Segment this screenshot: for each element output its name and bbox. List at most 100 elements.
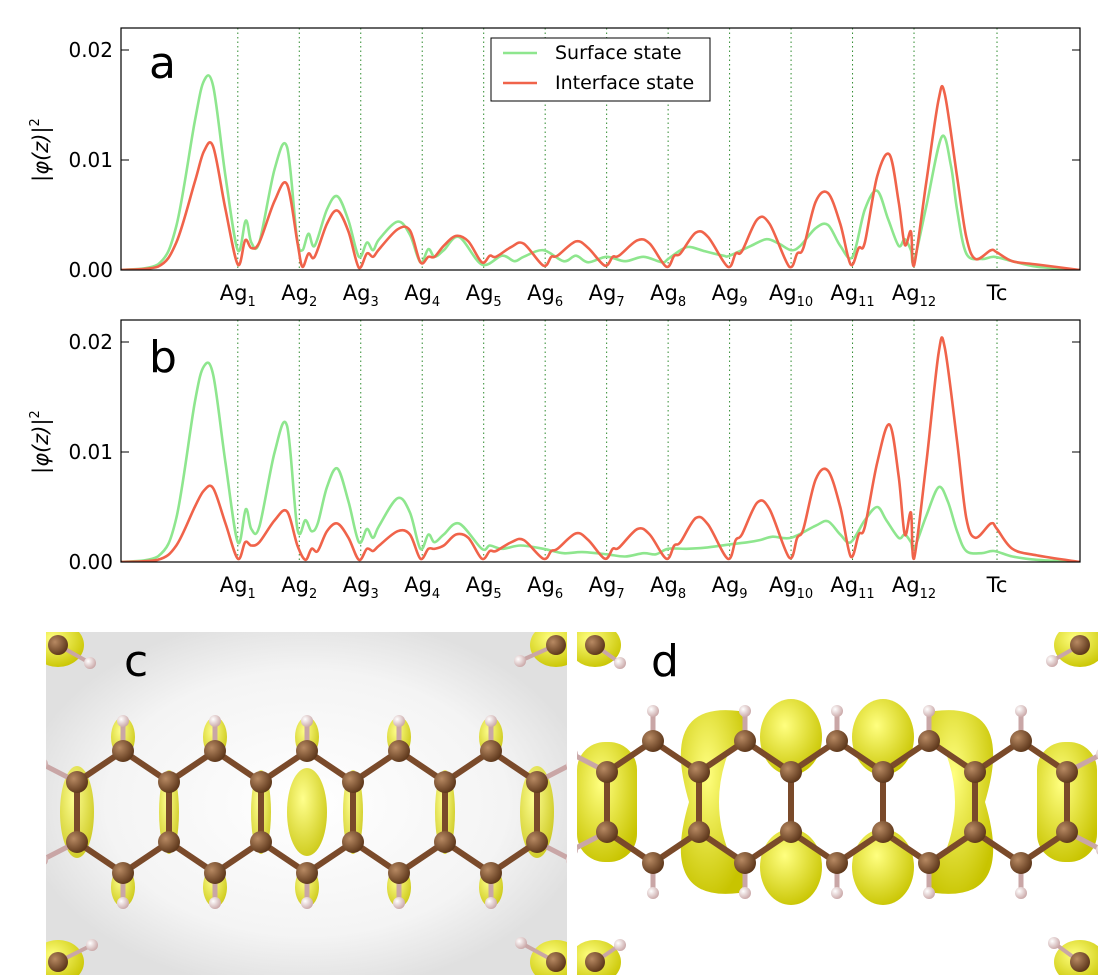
x-category-label: Ag12 [892,281,936,310]
hydrogen-atom [46,759,48,769]
hydrogen-atom [831,705,843,717]
x-category-label: Ag8 [650,281,686,310]
isosurface-lobe [760,699,822,775]
x-category-label: Ag5 [466,281,502,310]
x-category-label: Ag9 [712,281,748,310]
y-tick-labels-a: 0.00 0.01 0.02 [68,38,113,282]
chart-panel-a: 0.00 0.01 0.02 Ag1 Ag2 Ag3 Ag4 Ag5 Ag6 Ag7 Ag8 Ag9… [28,27,1081,310]
carbon-atom [204,740,226,762]
hydrogen-atom [923,887,935,899]
y-tick-label: 0.00 [68,550,113,574]
x-category-label: Tc [986,281,1008,305]
hydrogen-atom [209,897,221,909]
plot-frame-b [120,319,1081,563]
hydrogen-atom [577,846,578,854]
carbon-atom [250,831,272,853]
x-category-label: Ag12 [892,573,936,602]
x-category-label: Ag3 [343,281,379,310]
carbon-atom [826,852,848,874]
hydrogen-atom [301,897,313,909]
x-category-label: Ag2 [281,573,317,602]
isosurface-lobe [927,710,994,894]
carbon-atom [826,730,848,752]
y-tick-label: 0.02 [68,330,113,354]
x-category-label: Ag4 [404,573,440,602]
interface-state-line-b [121,336,1080,562]
hydrogen-atom [1046,655,1058,667]
carbon-atom [872,761,894,783]
surface-state-line-a [121,74,1080,270]
hydrogen-atom [566,856,567,864]
carbon-atom [480,740,502,762]
carbon-atom [48,635,68,655]
hydrogen-atom [647,887,659,899]
plot-frame-a [120,27,1081,271]
carbon-atom [1056,761,1078,783]
hydrogen-atom [84,657,96,669]
hydrogen-atom [117,897,129,909]
y-axis-label-a: |φ(z)|2 [28,118,54,182]
hydrogen-atom [485,897,497,909]
x-category-label: Ag10 [769,281,813,310]
x-category-labels-a: Ag1 Ag2 Ag3 Ag4 Ag5 Ag6 Ag7 Ag8 Ag9 Ag10 Ag11 Ag12 T… [220,281,1008,310]
hydrogen-atom [1048,937,1060,949]
carbon-atom [918,730,940,752]
isosurface-lobe [852,699,914,775]
carbon-atom [342,831,364,853]
carbon-atom [204,862,226,884]
carbon-atom [688,821,710,843]
hydrogen-atom [46,855,48,865]
carbon-atom [546,952,566,972]
periodic-image-fragments-d [577,632,1098,975]
x-category-label: Ag1 [220,573,256,602]
x-category-label: Ag11 [830,573,874,602]
hydrogen-atom [1015,705,1027,717]
legend: Surface state Interface state [490,37,711,102]
carbon-atom [596,821,618,843]
isosurface-lobe [287,768,327,856]
carbon-atom [1070,952,1090,972]
carbon-atom [585,635,605,655]
y-tick-label: 0.02 [68,38,113,62]
molecule-atoms-d [577,705,1098,899]
carbon-atom [642,852,664,874]
interface-state-line-a [121,84,1080,270]
y-tick-label: 0.01 [68,148,113,172]
hydrogen-atom [647,705,659,717]
panel-label-c: c [124,636,148,687]
isosurface-lobe [760,829,822,905]
svg-text:|φ(z)|2: |φ(z)|2 [28,118,54,182]
molecule-render-d: d [577,632,1098,975]
carbon-atom [66,831,88,853]
periodic-image-fragments-c [46,632,567,975]
hydrogen-atom [614,657,626,669]
x-category-labels-b: Ag1 Ag2 Ag3 Ag4 Ag5 Ag6 Ag7 Ag8 Ag9 Ag10 Ag11 Ag12 T… [220,573,1008,602]
carbon-atom [434,831,456,853]
hydrogen-atom [614,939,626,951]
carbon-atom [158,831,180,853]
legend-label-interface-state: Interface state [555,72,694,94]
carbon-atom [780,821,802,843]
svg-text:|φ(z)|2: |φ(z)|2 [28,410,54,474]
carbon-atom [526,831,548,853]
hydrogen-atom [515,937,527,949]
render-background-d [577,632,1098,975]
isosurface-lobe [852,829,914,905]
hydrogen-atom [301,715,313,727]
hydrogen-atom [577,750,578,758]
carbon-atom [734,730,756,752]
carbon-atom [596,761,618,783]
x-category-label: Ag11 [830,281,874,310]
molecule-atoms-c [46,715,567,909]
carbon-atom [964,761,986,783]
carbon-atom [918,852,940,874]
hydrogen-atom [739,705,751,717]
x-category-label: Ag3 [343,573,379,602]
carbon-atom [388,862,410,884]
hydrogen-atom [566,760,567,768]
hydrogen-atom [514,655,526,667]
x-category-label: Tc [986,573,1008,597]
hydrogen-atom [739,887,751,899]
legend-label-surface-state: Surface state [555,42,682,64]
